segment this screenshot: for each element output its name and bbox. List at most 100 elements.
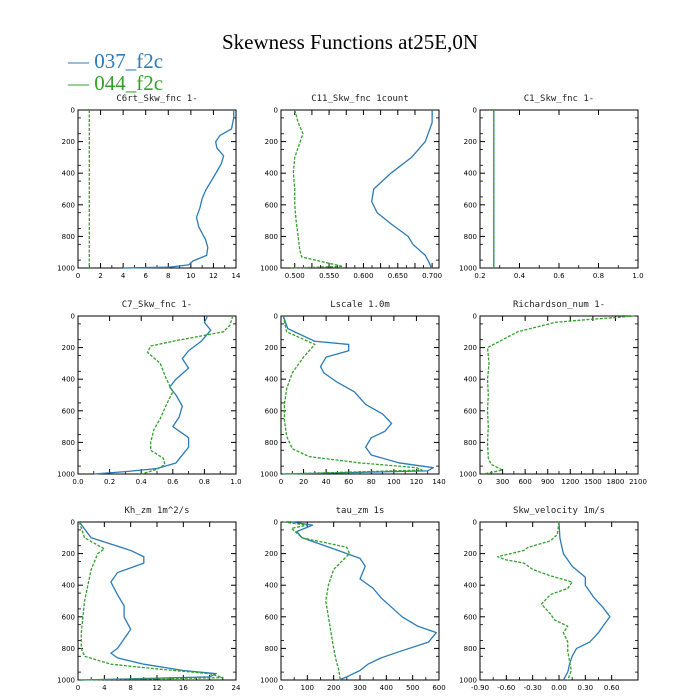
y-tick-label: 400 (464, 170, 477, 178)
x-tick-label: 0.0 (72, 478, 83, 486)
y-tick-label: 200 (464, 138, 477, 146)
y-tick-label: 200 (464, 550, 477, 558)
series-line-044_f2c (283, 521, 351, 681)
y-tick-label: 600 (265, 201, 278, 209)
plot-frame (280, 109, 440, 269)
y-tick-label: 600 (464, 613, 477, 621)
x-tick-label: 400 (380, 684, 393, 692)
plot-frame (479, 521, 639, 681)
x-tick-label: 0.700 (422, 272, 442, 280)
x-tick-label: 0.8 (593, 272, 604, 280)
x-tick-label: 0.2 (474, 272, 485, 280)
x-tick-label: 0.8 (199, 478, 210, 486)
y-tick-label: 1000 (57, 265, 75, 273)
y-tick-label: 1000 (459, 265, 477, 273)
y-tick-label: 1000 (260, 471, 278, 479)
y-tick-label: 1000 (459, 471, 477, 479)
y-tick-label: 0 (71, 107, 75, 115)
series-line-037_f2c (291, 521, 438, 681)
y-tick-label: 800 (62, 233, 75, 241)
panel-5: Richardson_num 1- 0 300 600 900 1200 1500 1800 2… (459, 300, 647, 486)
legend-label-037: 037_f2c (94, 49, 164, 73)
x-tick-label: 0 (279, 478, 283, 486)
figure-title: Skewness Functions at25E,0N (221, 30, 479, 54)
series-line-044_f2c (496, 521, 573, 681)
x-tick-label: -0.90 (471, 684, 489, 692)
x-tick-label: 8 (128, 684, 132, 692)
x-tick-label: 0.30 (578, 684, 594, 692)
legend-entry-044: — 044_f2c (68, 72, 163, 94)
y-tick-label: 0 (473, 107, 477, 115)
y-tick-label: 200 (62, 138, 75, 146)
y-tick-label: 0 (473, 519, 477, 527)
x-tick-label: 1500 (584, 478, 602, 486)
panel-0: C6rt_Skw_fnc 1- 0 2 4 6 8 10 12 14 0 200 400 600 800 1… (57, 94, 241, 280)
y-tick-label: 0 (274, 519, 278, 527)
y-tick-label: 0 (274, 107, 278, 115)
x-tick-label: 0.4 (136, 478, 148, 486)
legend-entry-037: — 037_f2c (68, 50, 163, 72)
panel-1: C11_Skw_fnc 1count 0.500 0.550 0.600 0.650 0.… (260, 94, 442, 280)
x-tick-label: 16 (179, 684, 188, 692)
y-tick-label: 600 (464, 407, 477, 415)
y-tick-label: 200 (265, 138, 278, 146)
y-tick-label: 200 (62, 344, 75, 352)
x-tick-label: -0.30 (524, 684, 542, 692)
series-line-037_f2c (93, 315, 212, 475)
x-tick-label: 1200 (561, 478, 579, 486)
series-line-044_f2c (483, 315, 635, 475)
y-tick-label: 0 (473, 313, 477, 321)
panel-title: C1_Skw_fnc 1- (524, 94, 594, 104)
series-line-037_f2c (78, 521, 217, 681)
legend-swatch-037: — (68, 49, 95, 73)
plot-frame (280, 521, 440, 681)
y-tick-label: 1000 (260, 265, 278, 273)
y-tick-label: 600 (464, 201, 477, 209)
x-tick-label: 12 (209, 272, 218, 280)
legend-label-044: 044_f2c (94, 71, 164, 95)
x-tick-label: 300 (353, 684, 366, 692)
panel-title: tau_zm 1s (336, 506, 385, 516)
panel-title: Richardson_num 1- (513, 300, 605, 310)
panel-7: tau_zm 1s 0 100 200 300 400 500 600 0 200 400 600 80… (260, 506, 446, 692)
y-tick-label: 800 (464, 439, 477, 447)
y-tick-label: 200 (464, 344, 477, 352)
panel-6: Kh_zm 1m^2/s 0 4 8 12 16 20 24 0 200 400 600 800 1000 (57, 506, 241, 692)
x-tick-label: 8 (166, 272, 170, 280)
y-tick-label: 800 (62, 645, 75, 653)
x-tick-label: 0.60 (604, 684, 620, 692)
series-line-037_f2c (371, 110, 433, 269)
y-tick-label: 800 (265, 645, 278, 653)
plot-frame (280, 315, 440, 475)
y-tick-label: 400 (265, 376, 278, 384)
x-tick-label: 4 (102, 684, 107, 692)
x-tick-label: 0.600 (353, 272, 373, 280)
y-tick-label: 400 (464, 376, 477, 384)
x-tick-label: 0.6 (553, 272, 565, 280)
x-tick-label: 600 (432, 684, 445, 692)
legend-swatch-044: — (68, 71, 95, 95)
y-tick-label: 400 (62, 582, 75, 590)
x-tick-label: 0.550 (319, 272, 339, 280)
series-line-044_f2c (282, 315, 423, 475)
series-line-044_f2c (78, 521, 224, 681)
y-tick-label: 1000 (260, 677, 278, 685)
x-tick-label: 1.0 (632, 272, 643, 280)
x-tick-label: 20 (299, 478, 308, 486)
x-tick-label: 24 (232, 684, 241, 692)
panel-2: C1_Skw_fnc 1- 0.2 0.4 0.6 0.8 1.0 0 200 400 600 80… (459, 94, 643, 280)
x-tick-label: 6 (143, 272, 148, 280)
x-tick-label: 0.2 (104, 478, 115, 486)
panel-8: Skw_velocity 1m/s -0.90 -0.60 -0.30 0.00 0.30… (459, 506, 639, 692)
panel-4: Lscale 1.0m 0 20 40 60 80 100 120 140 0 200 400 600 8… (260, 300, 446, 486)
x-tick-label: 600 (518, 478, 531, 486)
x-tick-label: 2 (98, 272, 102, 280)
x-tick-label: 14 (232, 272, 241, 280)
y-tick-label: 400 (265, 582, 278, 590)
y-tick-label: 800 (265, 233, 278, 241)
y-tick-label: 200 (265, 550, 278, 558)
x-tick-label: 500 (406, 684, 419, 692)
panel-title: Kh_zm 1m^2/s (124, 506, 189, 516)
panel-3: C7_Skw_fnc 1- 0.0 0.2 0.4 0.6 0.8 1.0 0 200 400 60… (57, 300, 241, 486)
y-tick-label: 600 (265, 613, 278, 621)
